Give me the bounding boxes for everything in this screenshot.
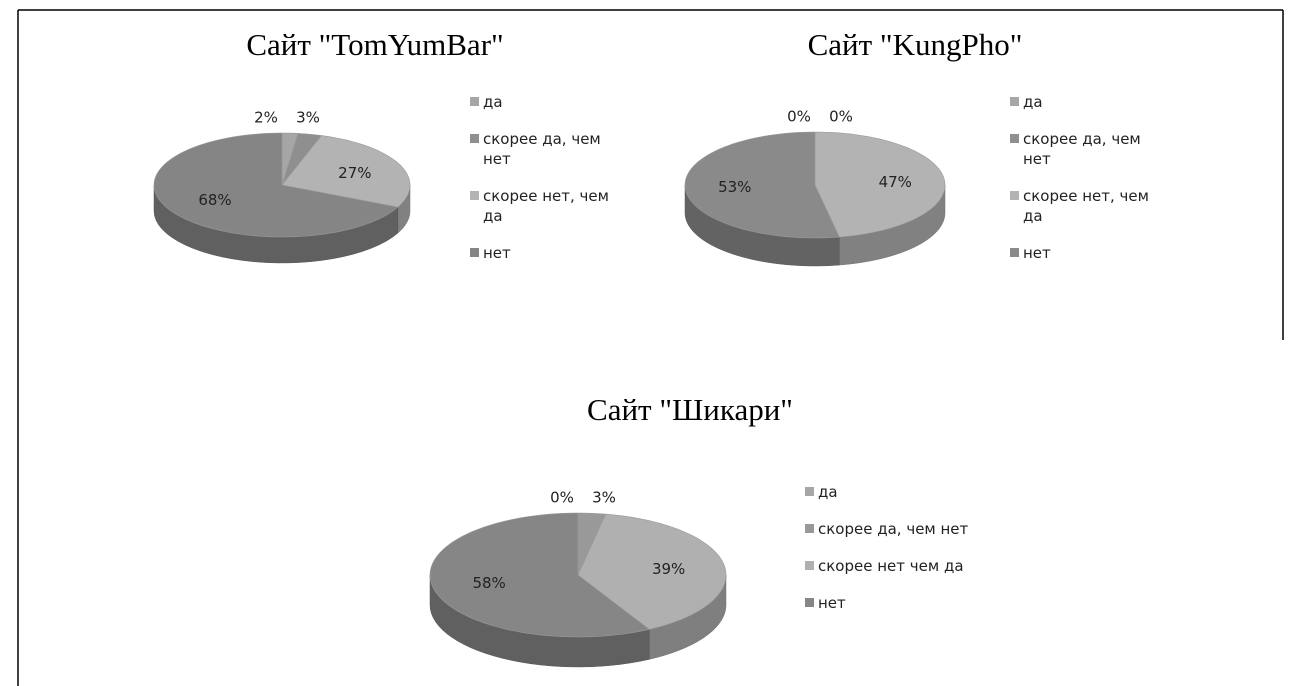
data-label: 53% <box>718 178 751 196</box>
legend-entry: нет <box>1010 243 1150 263</box>
legend-entry: скорее нет, чем да <box>470 186 610 226</box>
legend-entry: нет <box>470 243 610 263</box>
legend-swatch <box>805 561 814 570</box>
legend-label: скорее нет, чем да <box>483 187 609 225</box>
legend-label: скорее да, чем нет <box>1023 130 1141 168</box>
legend-swatch <box>805 524 814 533</box>
legend-swatch <box>805 598 814 607</box>
legend-swatch <box>470 97 479 106</box>
data-label: 58% <box>472 574 505 592</box>
legend-swatch <box>470 191 479 200</box>
data-label: 0% <box>550 489 574 507</box>
data-label: 2% <box>254 109 278 127</box>
data-label: 39% <box>652 560 685 578</box>
chart-title: Сайт "Шикари" <box>587 392 793 427</box>
chart-title: Сайт "TomYumBar" <box>246 27 503 62</box>
legend-label: нет <box>1023 244 1051 262</box>
data-label: 27% <box>338 164 371 182</box>
legend-label: да <box>483 93 503 111</box>
legend-entry: скорее да, чем нет <box>1010 129 1150 169</box>
legend-entry: да <box>805 482 980 502</box>
legend-entry: скорее да, чем нет <box>805 519 980 539</box>
legend-label: да <box>818 483 838 501</box>
legend-label: скорее да, чем нет <box>483 130 601 168</box>
legend-entry: нет <box>805 593 980 613</box>
legend-swatch <box>470 248 479 257</box>
data-label: 3% <box>592 489 616 507</box>
legend-swatch <box>1010 248 1019 257</box>
legend-swatch <box>805 487 814 496</box>
data-label: 68% <box>198 191 231 209</box>
legend-label: нет <box>818 594 846 612</box>
slice <box>814 131 946 238</box>
legend: да скорее да, чем нет скорее нет чем да нет <box>805 482 980 630</box>
legend-swatch <box>1010 191 1019 200</box>
data-label: 3% <box>296 109 320 127</box>
legend-swatch <box>470 134 479 143</box>
legend-label: скорее нет чем да <box>818 557 964 575</box>
legend-label: да <box>1023 93 1043 111</box>
legend-label: скорее нет, чем да <box>1023 187 1149 225</box>
slice <box>429 512 650 638</box>
slice <box>153 132 399 238</box>
legend-label: нет <box>483 244 511 262</box>
legend: да скорее да, чем нет скорее нет, чем да не… <box>1010 92 1150 280</box>
slice <box>684 131 840 239</box>
legend-swatch <box>1010 134 1019 143</box>
legend-entry: скорее нет чем да <box>805 556 980 576</box>
data-label: 0% <box>787 108 811 126</box>
data-label: 0% <box>829 108 853 126</box>
slice <box>577 513 727 630</box>
legend-entry: скорее да, чем нет <box>470 129 610 169</box>
slice <box>281 133 323 186</box>
slice <box>281 135 411 208</box>
legend-label: скорее да, чем нет <box>818 520 969 538</box>
legend-entry: да <box>470 92 610 112</box>
legend-swatch <box>1010 97 1019 106</box>
legend-entry: да <box>1010 92 1150 112</box>
legend-entry: скорее нет, чем да <box>1010 186 1150 226</box>
data-label: 47% <box>879 173 912 191</box>
chart-title: Сайт "KungPho" <box>808 27 1023 62</box>
legend: да скорее да, чем нет скорее нет, чем да не… <box>470 92 610 280</box>
